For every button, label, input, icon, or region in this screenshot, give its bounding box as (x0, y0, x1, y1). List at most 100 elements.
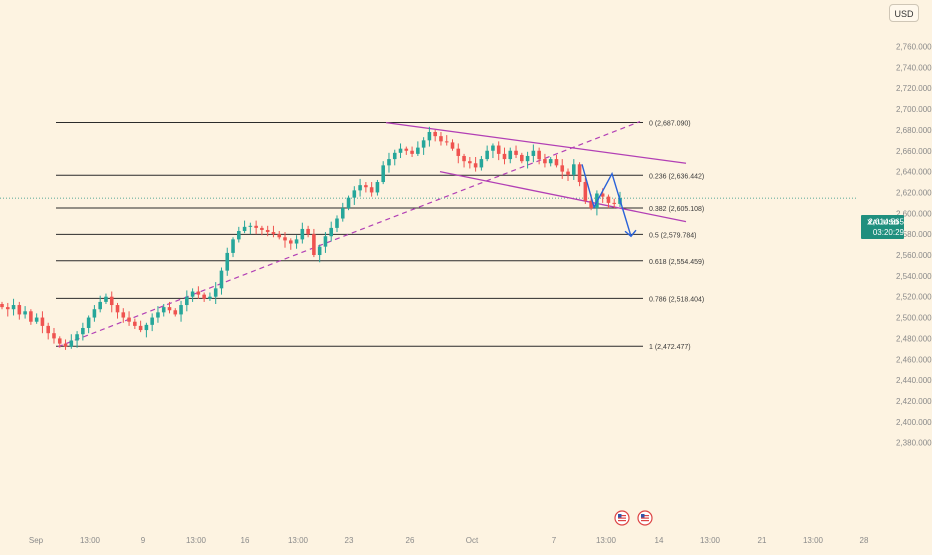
candle-body (156, 312, 160, 318)
candle-body (167, 307, 172, 311)
candle-body (520, 154, 524, 162)
candle-body (5, 307, 10, 310)
candle-body (340, 208, 345, 219)
candle-body (231, 239, 235, 253)
candle-body (260, 227, 264, 230)
price-tick-label: 2,520.000 (896, 293, 932, 302)
candle-body (29, 311, 33, 322)
price-tick-label: 2,600.000 (896, 209, 932, 218)
time-tick-label: 9 (141, 536, 146, 545)
candle-body (421, 140, 426, 148)
candle-body (109, 296, 114, 306)
candle-body (364, 185, 368, 188)
candle-body (104, 296, 108, 302)
price-tick-label: 2,440.000 (896, 376, 932, 385)
candle-body (150, 317, 154, 325)
candle-body (352, 190, 357, 198)
candle-body (369, 187, 374, 193)
candle-body (248, 225, 253, 227)
time-tick-label: 13:00 (700, 536, 721, 545)
candle-body (410, 150, 414, 154)
candle-body (543, 159, 547, 164)
time-tick-label: 14 (655, 536, 664, 545)
flag-us-icon[interactable] (614, 510, 630, 526)
time-tick-label: Sep (29, 536, 44, 545)
candle-body (560, 165, 565, 172)
price-tick-label: 2,740.000 (896, 63, 932, 72)
candle-body (381, 165, 385, 183)
candle-body (317, 246, 322, 255)
candle-body (219, 270, 224, 289)
candle-body (196, 291, 201, 295)
candle-body (468, 161, 472, 164)
candle-body (144, 324, 149, 331)
candle-body (86, 317, 91, 328)
candle-body (606, 196, 611, 203)
candle-body (427, 131, 432, 141)
candle-body (190, 291, 195, 297)
forecast-path (581, 164, 632, 237)
candle-body (283, 237, 287, 241)
badge-price: 2,614.565 (868, 218, 904, 227)
candle-body (225, 252, 230, 271)
price-tick-label: 2,400.000 (896, 418, 932, 427)
candle-body (398, 148, 403, 153)
candle-body (566, 171, 570, 175)
candle-body (81, 327, 85, 335)
fibonacci-retracement[interactable]: 0 (2,687.090) 0.236 (2,636.442) 0.382 (2,6… (56, 121, 704, 352)
candle-body (127, 317, 131, 322)
fib-level-label: 0.236 (2,636.442) (649, 173, 704, 180)
forecast-arrowhead (624, 229, 637, 238)
currency-button[interactable]: USD (889, 4, 919, 22)
time-tick-label: 13:00 (803, 536, 824, 545)
candle-body (404, 148, 409, 151)
price-axis[interactable]: 2,760.000 2,740.000 2,720.000 2,700.000 2,68… (858, 0, 932, 550)
candle-body (40, 317, 45, 326)
candle-body (173, 310, 178, 315)
badge-symbol: XAUUSD (867, 218, 899, 227)
candle-body (133, 321, 137, 326)
candle-body (138, 325, 143, 331)
price-tick-label: 2,700.000 (896, 105, 932, 114)
candle-body (69, 340, 74, 347)
time-tick-label: 28 (860, 536, 869, 545)
flag-us-icon[interactable] (637, 510, 653, 526)
candle-body (392, 152, 397, 160)
time-tick-label: 13:00 (288, 536, 309, 545)
candle-body (312, 234, 316, 255)
fib-level-label: 0 (2,687.090) (649, 121, 691, 128)
candle-body (288, 240, 293, 244)
candle-body (237, 231, 241, 240)
candle-body (462, 155, 466, 162)
candle-body (583, 182, 588, 201)
candle-body (115, 305, 120, 313)
candle-body (46, 325, 50, 334)
candle-body (179, 305, 183, 315)
price-tick-label: 2,500.000 (896, 314, 932, 323)
forecast-arrow[interactable] (581, 164, 637, 238)
channel-lower-line (439, 170, 687, 223)
time-tick-label: 13:00 (80, 536, 101, 545)
candle-body (34, 317, 39, 322)
price-tick-label: 2,720.000 (896, 84, 932, 93)
candle-body (450, 142, 455, 149)
time-axis[interactable]: Sep 13:00 9 13:00 16 13:00 23 26 Oct 7 13:00 14 13:0… (29, 536, 869, 545)
trend-lines[interactable] (57, 121, 687, 348)
candle-body (375, 182, 380, 193)
price-tick-label: 2,380.000 (896, 439, 932, 448)
candle-body (23, 311, 27, 315)
price-tick-label: 2,620.000 (896, 188, 932, 197)
candle-body (433, 131, 437, 137)
badge-countdown: 03:20:29 (873, 228, 905, 237)
price-tick-label: 2,560.000 (896, 251, 932, 260)
price-tick-label: 2,420.000 (896, 397, 932, 406)
candle-body (185, 296, 189, 306)
candle-body (439, 136, 443, 142)
candle-body (294, 239, 299, 244)
candle-body (387, 159, 391, 166)
event-icons[interactable] (614, 510, 653, 526)
candle-body (346, 197, 351, 209)
candle-body (358, 185, 362, 191)
